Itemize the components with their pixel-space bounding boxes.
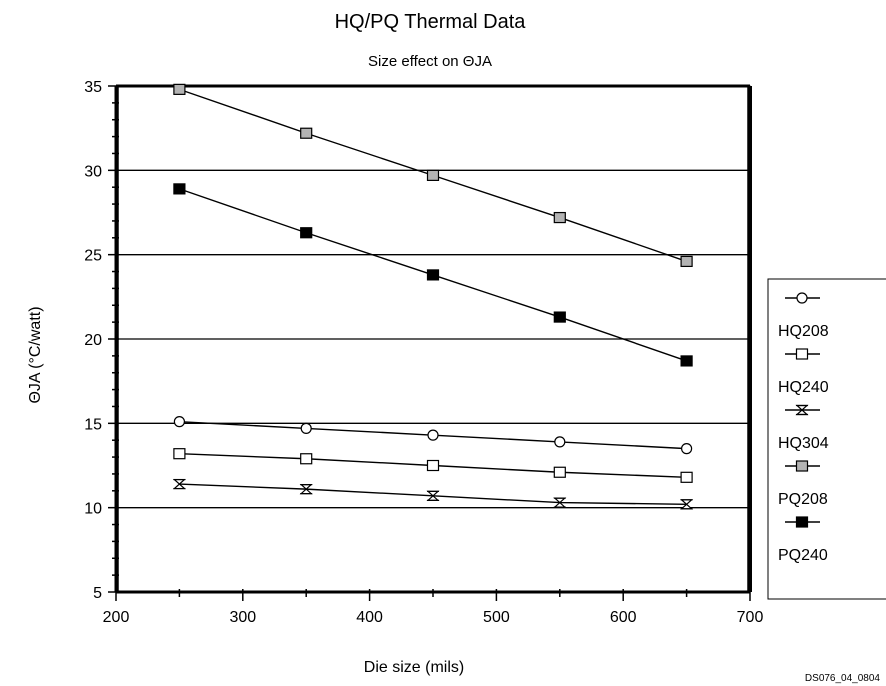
- y-tick-marks: 5 10 15 20 25 30 35: [84, 79, 119, 602]
- data-point: [553, 211, 566, 224]
- data-point: [173, 183, 186, 195]
- legend-label: HQ304: [778, 435, 829, 452]
- data-point: [553, 311, 566, 323]
- y-tick-label: 15: [84, 416, 102, 433]
- y-tick-label: 5: [93, 585, 102, 602]
- data-point: [300, 422, 312, 434]
- legend-label: HQ208: [778, 323, 829, 340]
- legend-marker: [795, 516, 809, 528]
- x-tick-label: 400: [356, 609, 383, 626]
- x-tick-label: 500: [483, 609, 510, 626]
- series-hq208: [173, 416, 693, 455]
- legend-marker: [795, 348, 809, 360]
- y-tick-label: 25: [84, 248, 102, 265]
- legend: HQ208 HQ240 HQ304 PQ208 PQ240: [778, 292, 829, 564]
- legend-item-pq240: PQ240: [778, 516, 828, 564]
- data-point: [427, 429, 439, 441]
- data-point: [680, 499, 694, 510]
- data-point: [172, 478, 186, 490]
- series-group: [172, 83, 694, 510]
- series-pq240: [173, 183, 693, 367]
- data-point: [680, 471, 693, 483]
- legend-box: [767, 278, 886, 600]
- legend-marker: [795, 404, 809, 416]
- data-point: [553, 466, 566, 478]
- y-tick-label: 35: [84, 79, 102, 96]
- legend-marker: [795, 460, 809, 472]
- data-point: [426, 459, 440, 472]
- legend-item-hq240: HQ240: [778, 348, 829, 396]
- x-tick-label: 600: [610, 609, 637, 626]
- y-tick-label: 10: [84, 501, 102, 518]
- data-point: [299, 484, 313, 495]
- legend-item-hq208: HQ208: [778, 292, 829, 340]
- data-point: [300, 227, 313, 239]
- gridlines: [116, 169, 750, 509]
- y-tick-label: 20: [84, 332, 102, 349]
- x-tick-label: 200: [103, 609, 130, 626]
- y-axis-label: ΘJA (°C/watt): [27, 306, 44, 403]
- data-point: [426, 490, 440, 501]
- legend-marker: [796, 292, 808, 304]
- data-point: [553, 497, 567, 508]
- data-point: [300, 453, 313, 465]
- series-hq240: [173, 448, 693, 483]
- series-hq304: [172, 478, 694, 510]
- x-tick-marks: 200 300 400 500 600 700: [103, 589, 764, 626]
- data-point: [554, 436, 566, 448]
- y-tick-label: 30: [84, 163, 102, 180]
- data-point: [426, 269, 440, 281]
- x-axis-label: Die size (mils): [364, 659, 464, 676]
- data-point: [300, 127, 313, 139]
- data-point: [680, 255, 693, 268]
- data-point: [680, 443, 693, 455]
- chart-subtitle: Size effect on ΘJA: [368, 53, 492, 70]
- figure-code: DS076_04_0804: [805, 673, 881, 684]
- x-tick-label: 700: [737, 609, 764, 626]
- data-point: [426, 169, 440, 181]
- series-pq208: [173, 83, 693, 268]
- legend-label: HQ240: [778, 379, 829, 396]
- legend-item-pq208: PQ208: [778, 460, 828, 508]
- legend-item-hq304: HQ304: [778, 404, 829, 452]
- x-tick-label: 300: [229, 609, 256, 626]
- data-point: [173, 448, 186, 460]
- legend-label: PQ208: [778, 491, 828, 508]
- data-point: [680, 355, 693, 367]
- data-point: [173, 83, 186, 95]
- legend-label: PQ240: [778, 547, 828, 564]
- data-point: [173, 416, 185, 428]
- chart-title: HQ/PQ Thermal Data: [335, 11, 527, 33]
